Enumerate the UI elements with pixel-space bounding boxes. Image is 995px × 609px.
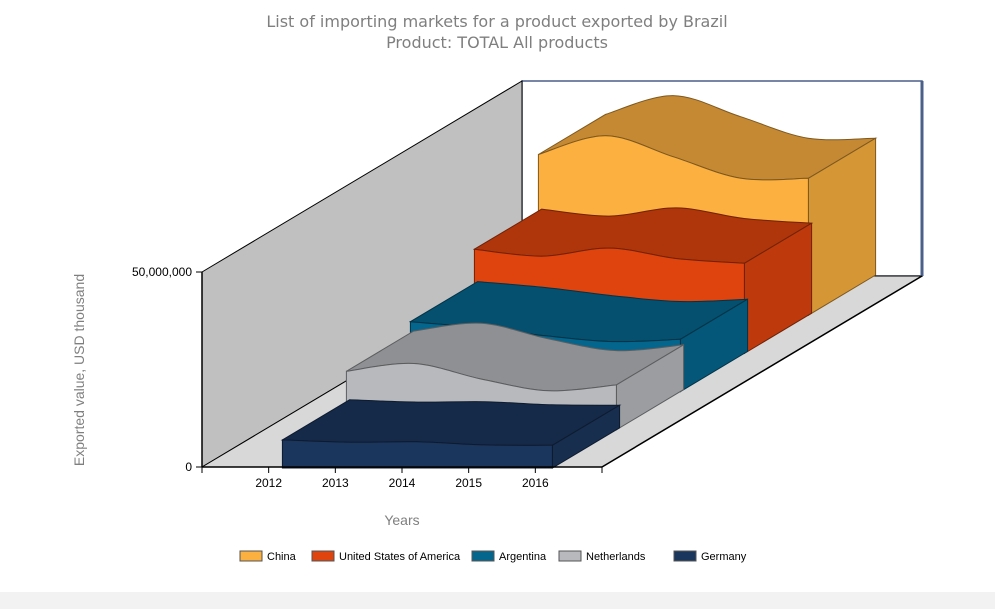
legend-item-4: Germany	[673, 550, 747, 563]
legend-swatch-4	[673, 550, 697, 562]
y-axis-title: Exported value, USD thousand	[71, 274, 87, 466]
x-tick-label-2: 2014	[389, 476, 416, 490]
floor-front-right-edge	[601, 275, 923, 468]
legend-swatch-3	[558, 550, 582, 562]
series-4	[280, 399, 622, 469]
legend-label-3: Netherlands	[586, 551, 646, 563]
legend-item-1: United States of America	[311, 550, 461, 563]
x-tick-label-4: 2016	[522, 476, 549, 490]
series-4-front	[281, 439, 553, 469]
legend-item-0: China	[239, 550, 297, 563]
x-axis-title: Years	[384, 512, 419, 528]
legend-swatch-2	[471, 550, 495, 562]
legend-swatch-1	[311, 550, 335, 562]
chart-title: List of importing markets for a product …	[266, 12, 727, 31]
legend-label-4: Germany	[701, 551, 747, 563]
legend-label-0: China	[267, 551, 297, 563]
x-tick-label-3: 2015	[455, 476, 482, 490]
legend-item-2: Argentina	[471, 550, 547, 563]
y-tick-label-0: 0	[185, 460, 192, 474]
legend-item-3: Netherlands	[558, 550, 646, 563]
legend-swatch-0	[239, 550, 263, 562]
legend-label-1: United States of America	[339, 551, 461, 563]
series-layer	[280, 95, 878, 469]
x-ticks: 2012 2013 2014 2015 2016	[201, 467, 603, 490]
chart-subtitle: Product: TOTAL All products	[386, 33, 608, 52]
y-ticks: 0 50,000,000	[132, 265, 202, 474]
x-tick-label-1: 2013	[322, 476, 349, 490]
legend-label-2: Argentina	[499, 551, 547, 563]
y-tick-label-1: 50,000,000	[132, 265, 192, 279]
x-tick-label-0: 2012	[255, 476, 282, 490]
bottom-bar	[0, 592, 995, 609]
legend: China United States of America Argentina Ne…	[239, 550, 747, 563]
